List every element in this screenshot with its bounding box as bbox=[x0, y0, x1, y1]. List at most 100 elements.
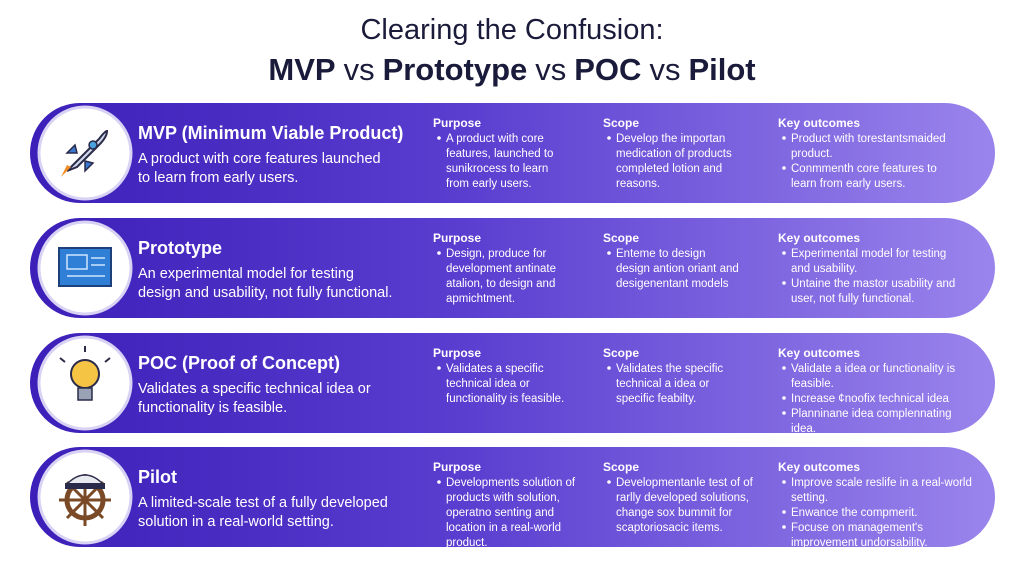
column-header: Key outcomes bbox=[778, 116, 860, 130]
bullet bbox=[437, 251, 441, 255]
column-header: Key outcomes bbox=[778, 231, 860, 245]
bullet-text: Increase ¢noofix technical idea bbox=[791, 393, 950, 405]
bullet-text: idea. bbox=[791, 423, 816, 435]
bullet-text: Developments solution of bbox=[446, 477, 576, 489]
bullet-text: desigenentant models bbox=[616, 278, 729, 290]
bullet-text: Enteme to design bbox=[616, 248, 706, 260]
bullet-text: product. bbox=[791, 148, 833, 160]
column-header: Key outcomes bbox=[778, 460, 860, 474]
column-header: Scope bbox=[603, 346, 639, 360]
bullet-text: Validate a idea or functionality is bbox=[791, 363, 955, 375]
bullet-text: technical a idea or bbox=[616, 378, 710, 390]
subtitle-part: POC bbox=[574, 52, 642, 87]
bullet bbox=[782, 411, 786, 415]
bullet-text: atalion, to design and bbox=[446, 278, 555, 290]
bullet bbox=[437, 480, 441, 484]
card bbox=[30, 218, 995, 318]
icons bbox=[58, 129, 112, 526]
bullet bbox=[607, 480, 611, 484]
bullet-text: operatno senting and bbox=[446, 507, 554, 519]
row-name: POC (Proof of Concept) bbox=[138, 353, 340, 373]
bulb-icon bbox=[59, 346, 111, 401]
subtitle-part: MVP bbox=[268, 52, 336, 87]
bullet bbox=[782, 136, 786, 140]
bullet-text: Conmmenth core features to bbox=[791, 163, 937, 175]
bullet-text: Untaine the mastor usability and bbox=[791, 278, 955, 290]
subtitle-part: vs bbox=[535, 52, 567, 87]
subtitle-part: Prototype bbox=[382, 52, 528, 87]
subtitle: MVP vs Prototype vs POC vs Pilot bbox=[0, 52, 1024, 88]
bullet-text: change sox bummit for bbox=[616, 507, 733, 519]
bullet bbox=[437, 136, 441, 140]
row-description: to learn from early users. bbox=[138, 170, 298, 186]
title: Clearing the Confusion: bbox=[360, 14, 664, 46]
bullet-text: user, not fully functional. bbox=[791, 293, 914, 305]
row-name: MVP (Minimum Viable Product) bbox=[138, 123, 403, 143]
column-header: Purpose bbox=[433, 460, 481, 474]
bullet-text: setting. bbox=[791, 492, 828, 504]
bullet-text: Design, produce for bbox=[446, 248, 547, 260]
bullet bbox=[782, 510, 786, 514]
bullet bbox=[782, 281, 786, 285]
bullet bbox=[607, 251, 611, 255]
bullet-text: Enwance the compmerit. bbox=[791, 507, 918, 519]
subtitle-part: vs bbox=[343, 52, 375, 87]
row-description: design and usability, not fully function… bbox=[138, 285, 392, 301]
bullet-text: scaptoriosacic items. bbox=[616, 522, 723, 534]
bullet-text: Planninane idea complennating bbox=[791, 408, 951, 420]
row-description: functionality is feasible. bbox=[138, 400, 287, 416]
bullet-text: sunikrocess to learn bbox=[446, 163, 548, 175]
bullet-text: development antinate bbox=[446, 263, 556, 275]
bullet-text: apmichtment. bbox=[446, 293, 515, 305]
column-header: Scope bbox=[603, 460, 639, 474]
bullet-text: Focuse on management's bbox=[791, 522, 923, 534]
bullet-text: reasons. bbox=[616, 178, 660, 190]
bullet-text: Product with torestantsmaided bbox=[791, 133, 946, 145]
subtitle-part: Pilot bbox=[688, 52, 756, 87]
bullet-text: products with solution, bbox=[446, 492, 560, 504]
bullet-text: Improve scale reslife in a real-world bbox=[791, 477, 972, 489]
bullet bbox=[607, 366, 611, 370]
bullet-text: Experimental model for testing bbox=[791, 248, 946, 260]
bullet-text: completed lotion and bbox=[616, 163, 722, 175]
bullet-text: specific feabilty. bbox=[616, 393, 696, 405]
bullet-text: rarlly developed solutions, bbox=[616, 492, 749, 504]
bullet-text: A product with core bbox=[446, 133, 544, 145]
bullet-text: design antion oriant and bbox=[616, 263, 739, 275]
rocket-icon bbox=[61, 129, 109, 177]
bullet-text: functionality is feasible. bbox=[446, 393, 564, 405]
bullet-text: product. bbox=[446, 537, 488, 549]
bullet-text: Develop the importan bbox=[616, 133, 725, 145]
bullet-text: location in a real-world bbox=[446, 522, 561, 534]
bullet-text: technical idea or bbox=[446, 378, 530, 390]
bullet-text: and usability. bbox=[791, 263, 857, 275]
bullet-text: Validates a specific bbox=[446, 363, 544, 375]
bullet bbox=[782, 396, 786, 400]
bullet bbox=[782, 480, 786, 484]
row-name: Pilot bbox=[138, 467, 177, 487]
bullet-text: learn from early users. bbox=[791, 178, 905, 190]
bullet-text: feasible. bbox=[791, 378, 834, 390]
bullet-text: Developmentanle test of of bbox=[616, 477, 754, 489]
row-description: A limited-scale test of a fully develope… bbox=[138, 495, 388, 511]
helm-icon bbox=[59, 474, 111, 526]
bullet bbox=[782, 166, 786, 170]
bullet bbox=[607, 136, 611, 140]
bullet bbox=[782, 525, 786, 529]
row-description: solution in a real-world setting. bbox=[138, 514, 334, 530]
card bbox=[30, 333, 995, 433]
row-description: Validates a specific technical idea or bbox=[138, 381, 371, 397]
column-header: Scope bbox=[603, 116, 639, 130]
column-header: Key outcomes bbox=[778, 346, 860, 360]
row-description: A product with core features launched bbox=[138, 151, 381, 167]
bullet-text: from early users. bbox=[446, 178, 532, 190]
column-header: Purpose bbox=[433, 231, 481, 245]
bullet-text: medication of products bbox=[616, 148, 732, 160]
card bbox=[30, 103, 995, 203]
bullet bbox=[437, 366, 441, 370]
bullet-text: Validates the specific bbox=[616, 363, 723, 375]
row-name: Prototype bbox=[138, 238, 222, 258]
column-header: Purpose bbox=[433, 116, 481, 130]
